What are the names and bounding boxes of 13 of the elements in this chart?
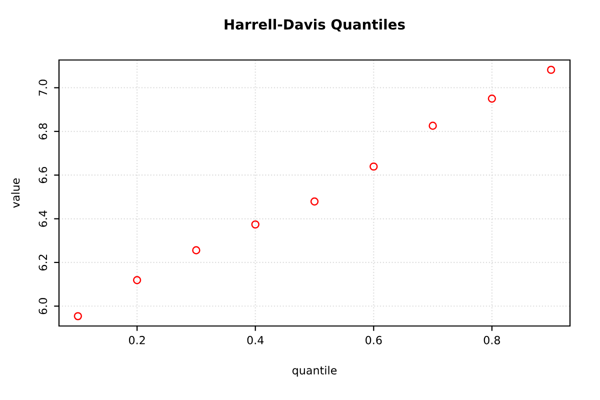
y-tick-label: 6.8 xyxy=(38,123,48,140)
x-tick-label: 0.8 xyxy=(484,336,500,344)
chart-title: Harrell-Davis Quantiles xyxy=(224,18,405,32)
y-axis-title: value xyxy=(11,178,20,208)
y-tick-label: 7.0 xyxy=(38,80,48,96)
x-tick-label: 0.6 xyxy=(366,336,382,344)
y-tick-label: 6.4 xyxy=(38,210,48,227)
y-tick-label: 6.2 xyxy=(38,254,48,271)
y-tick-label: 6.0 xyxy=(38,298,48,314)
x-tick-label: 0.2 xyxy=(128,336,145,344)
y-tick-label: 6.6 xyxy=(38,166,48,184)
x-tick-label: 0.4 xyxy=(247,336,264,344)
x-axis-title: quantile xyxy=(292,366,337,377)
